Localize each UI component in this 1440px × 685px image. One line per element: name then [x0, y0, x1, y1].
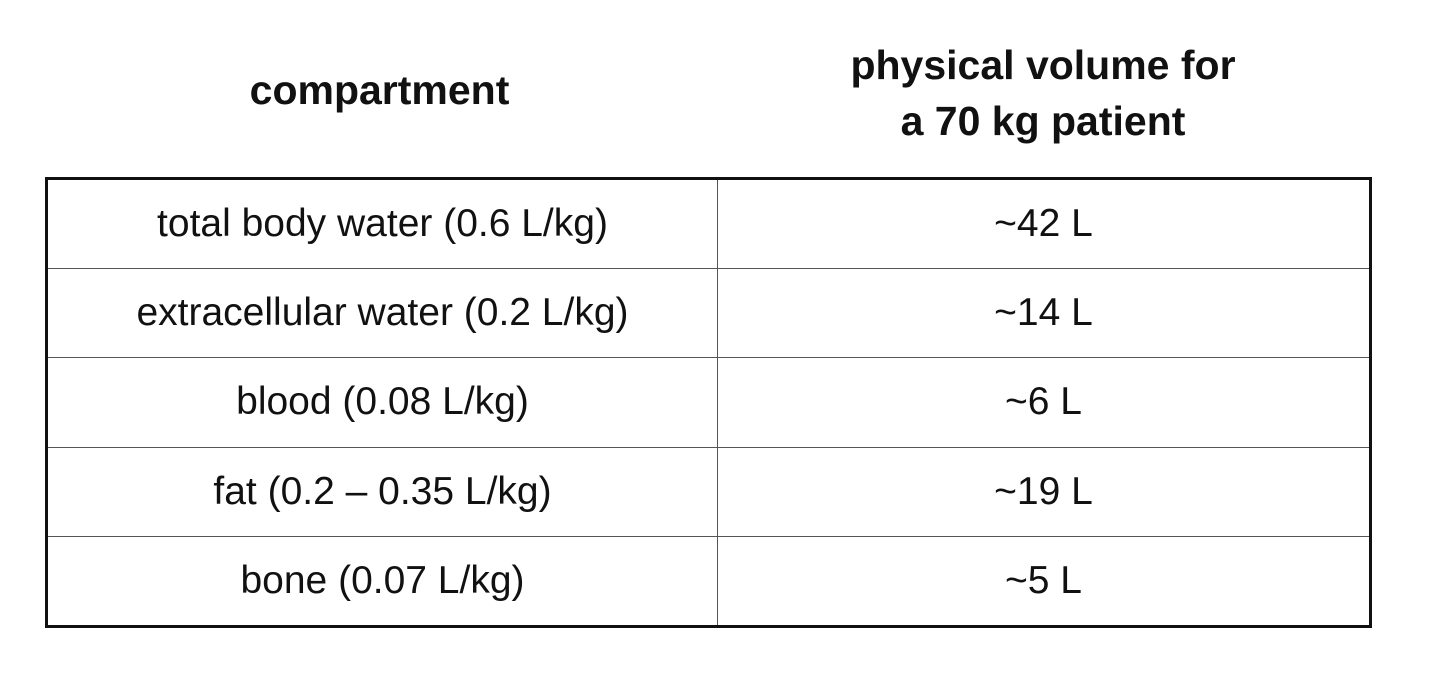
table-cell: blood (0.08 L/kg) — [46, 357, 718, 448]
table-cell: bone (0.07 L/kg) — [46, 535, 718, 628]
table-row: fat (0.2 – 0.35 L/kg) ~19 L — [46, 446, 1371, 537]
table-cell: total body water (0.6 L/kg) — [46, 177, 718, 270]
table-row: extracellular water (0.2 L/kg) ~14 L — [46, 268, 1371, 359]
table-cell: ~5 L — [717, 535, 1371, 628]
table-cell: ~14 L — [717, 268, 1371, 359]
table-row: bone (0.07 L/kg) ~5 L — [46, 535, 1371, 628]
table-cell: ~42 L — [717, 177, 1371, 270]
column-header: physical volume for a 70 kg patient — [714, 37, 1372, 149]
table-cell: ~19 L — [717, 446, 1371, 537]
table-row: blood (0.08 L/kg) ~6 L — [46, 357, 1371, 448]
column-header: compartment — [249, 67, 510, 113]
header-line: a 70 kg patient — [900, 98, 1186, 144]
table-cell: ~6 L — [717, 357, 1371, 448]
table-row: total body water (0.6 L/kg) ~42 L — [46, 177, 1371, 270]
table-cell: extracellular water (0.2 L/kg) — [46, 268, 718, 359]
table-cell: fat (0.2 – 0.35 L/kg) — [46, 446, 718, 537]
header-line: physical volume for — [850, 42, 1236, 88]
